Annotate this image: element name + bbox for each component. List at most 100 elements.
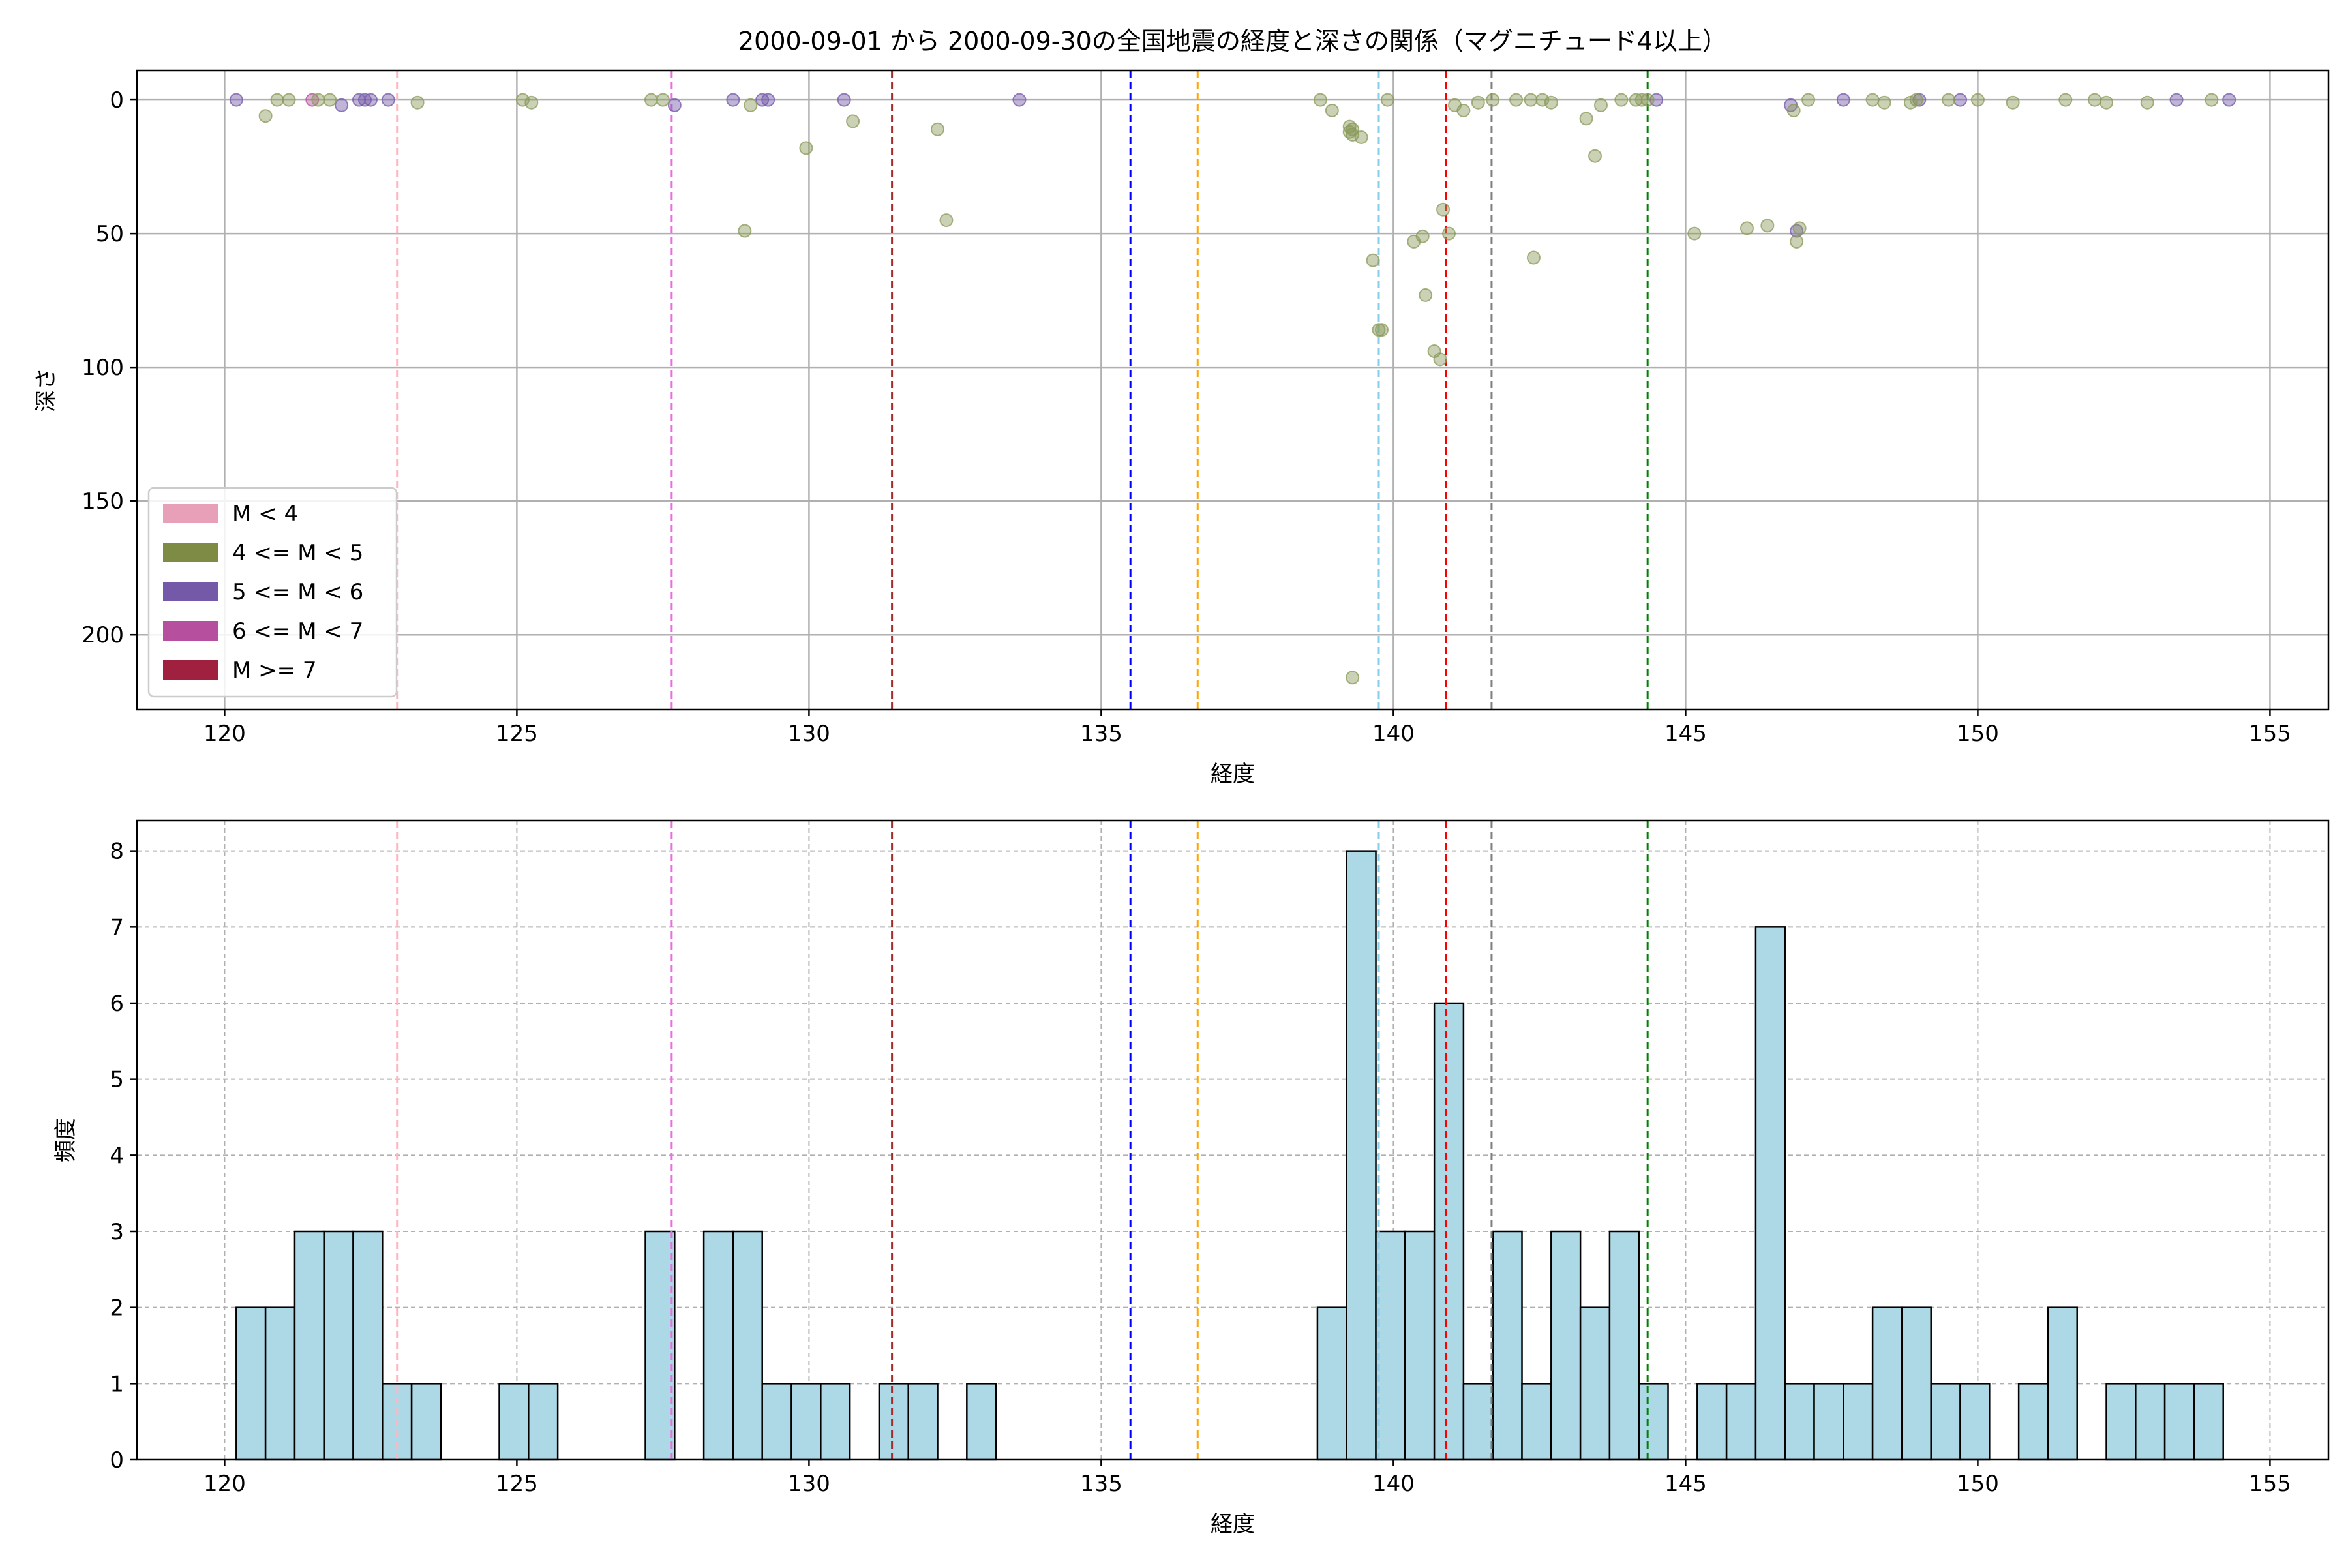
y-tick-label: 1 — [110, 1371, 124, 1397]
data-point — [1970, 93, 1985, 107]
histogram-bar — [1871, 1306, 1903, 1461]
data-point — [1865, 93, 1880, 107]
data-point — [761, 93, 775, 107]
data-point — [1593, 98, 1608, 112]
data-point — [1433, 352, 1447, 367]
data-point — [1380, 93, 1394, 107]
histogram-bar — [1843, 1383, 1874, 1461]
plot-frame — [136, 819, 2330, 1461]
histogram-plot: 120 125 130 135 140 145 150 155 0 1 2 3 4 5 6 7 8 経度 頻度 — [53, 819, 2330, 1537]
data-point — [1374, 323, 1389, 337]
histogram-bar — [294, 1230, 325, 1461]
x-tick-label: 150 — [1957, 721, 1999, 747]
data-point — [1526, 250, 1541, 265]
x-tick-label: 155 — [2249, 721, 2291, 747]
data-point — [1366, 253, 1380, 267]
histogram-bar — [410, 1383, 442, 1461]
histogram-bar — [1316, 1306, 1347, 1461]
histogram-bar — [1550, 1230, 1582, 1461]
y-axis-label: 頻度 — [53, 1118, 79, 1162]
x-axis-label: 経度 — [1211, 1511, 1255, 1537]
data-point — [1346, 122, 1360, 136]
data-point — [738, 224, 752, 238]
x-tick-label: 120 — [203, 721, 246, 747]
data-point — [1354, 130, 1368, 145]
histogram-bar — [2163, 1383, 2195, 1461]
x-tick-label: 145 — [1664, 1471, 1707, 1497]
data-point — [1442, 226, 1456, 241]
data-point — [1486, 93, 1500, 107]
histogram-bar — [2017, 1383, 2049, 1461]
data-point — [1614, 93, 1629, 107]
data-point — [1909, 93, 1923, 107]
data-point — [846, 114, 860, 128]
y-tick-label: 200 — [82, 622, 124, 648]
chart-title: 2000-09-01 から 2000-09-30の全国地震の経度と深さの関係（マ… — [738, 27, 1727, 55]
histogram-bar — [235, 1306, 267, 1461]
data-point — [1801, 93, 1816, 107]
legend-label: 6 <= M < 7 — [232, 618, 363, 644]
data-point — [323, 93, 337, 107]
data-point — [1953, 93, 1968, 107]
histogram-bar — [498, 1383, 530, 1461]
data-point — [311, 93, 325, 107]
data-point — [1836, 93, 1850, 107]
x-tick-label: 155 — [2249, 1471, 2291, 1497]
x-tick-label: 135 — [1080, 1471, 1122, 1497]
data-point — [2058, 93, 2073, 107]
data-point — [1687, 226, 1702, 241]
histogram-bar — [1725, 1383, 1757, 1461]
data-point — [1786, 104, 1801, 118]
histogram-bar — [878, 1383, 909, 1461]
data-point — [1456, 104, 1471, 118]
data-point — [2169, 93, 2184, 107]
histogram-bar — [1579, 1306, 1611, 1461]
histogram-bar — [1638, 1383, 1669, 1461]
data-point — [1579, 112, 1593, 126]
histogram-bar — [1375, 1230, 1406, 1461]
histogram-bar — [1813, 1383, 1844, 1461]
data-point — [2006, 95, 2020, 110]
legend-swatch — [163, 660, 218, 680]
y-tick-label: 150 — [82, 489, 124, 515]
data-point — [1792, 221, 1807, 235]
histogram-bar — [966, 1383, 997, 1461]
x-tick-label: 145 — [1664, 721, 1707, 747]
data-point — [1415, 229, 1430, 243]
histogram-bar — [702, 1230, 734, 1461]
y-tick-label: 0 — [110, 1447, 124, 1473]
x-tick-label: 130 — [788, 721, 830, 747]
histogram-bar — [790, 1383, 822, 1461]
data-point — [410, 95, 425, 110]
data-point — [270, 93, 284, 107]
scatter-plot: 120 125 130 135 140 145 150 155 0 50 100 150 200 経度 深さ… — [33, 69, 2330, 787]
data-point — [799, 141, 813, 155]
histogram-bar — [1930, 1383, 1961, 1461]
data-point — [229, 93, 243, 107]
histogram-bar — [1462, 1383, 1494, 1461]
histogram-bar — [1346, 850, 1377, 1461]
histogram-bar — [1433, 1002, 1465, 1461]
data-point — [726, 93, 740, 107]
legend-swatch — [163, 621, 218, 641]
legend-label: M >= 7 — [232, 657, 317, 684]
histogram-bar — [1696, 1383, 1728, 1461]
y-axis-label: 深さ — [33, 368, 59, 412]
data-point — [1760, 219, 1775, 233]
x-tick-label: 125 — [496, 1471, 538, 1497]
histogram-bar — [907, 1383, 939, 1461]
plot-frame — [136, 69, 2330, 711]
data-point — [1419, 288, 1433, 302]
data-point — [1313, 93, 1327, 107]
data-point — [1436, 202, 1451, 217]
x-tick-label: 120 — [203, 1471, 246, 1497]
histogram-bar — [1901, 1306, 1932, 1461]
legend-label: 4 <= M < 5 — [232, 540, 363, 566]
x-axis-label: 経度 — [1211, 761, 1255, 787]
legend-box — [147, 487, 398, 698]
data-point — [381, 93, 395, 107]
data-point — [1877, 95, 1891, 110]
x-tick-label: 125 — [496, 721, 538, 747]
